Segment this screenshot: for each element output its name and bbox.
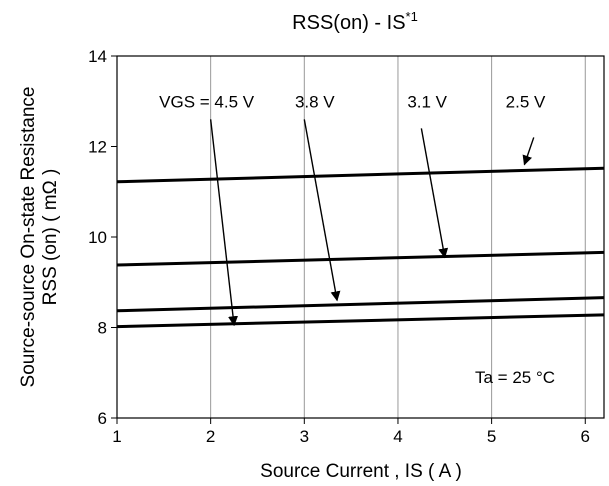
x-tick-label: 4 xyxy=(393,427,402,446)
annotation-arrow xyxy=(303,119,341,302)
chart-title-text: RSS(on) - IS xyxy=(292,12,405,34)
series-annotation-label: VGS = 4.5 V xyxy=(159,92,255,111)
y-tick-label: 14 xyxy=(88,47,107,66)
y-tick-label: 10 xyxy=(88,228,107,247)
y-tick-label: 6 xyxy=(98,409,107,428)
series-line xyxy=(116,250,605,267)
series-lines xyxy=(116,166,605,329)
annotations: VGS = 4.5 V 3.8 V 3.1 V 2.5 V xyxy=(159,92,546,327)
series-annotation-label: 2.5 V xyxy=(506,92,546,111)
x-tick-label: 3 xyxy=(300,427,309,446)
x-tick-label: 5 xyxy=(487,427,496,446)
chart-title-superscript: *1 xyxy=(406,9,418,24)
y-axis-label-line2: RSS (on) ( mΩ ) xyxy=(40,169,61,306)
y-tick-label: 8 xyxy=(98,319,107,338)
annotation-arrow xyxy=(209,119,239,327)
x-tick-label: 6 xyxy=(581,427,590,446)
y-tick-label: 12 xyxy=(88,138,107,157)
series-annotation-label: 3.8 V xyxy=(295,92,335,111)
chart-title: RSS(on) - IS*1 xyxy=(292,9,418,34)
y-axis-label-line1: Source-source On-state Resistance xyxy=(18,87,39,388)
annotation-arrow xyxy=(420,128,449,259)
gridlines xyxy=(210,56,586,418)
series-line xyxy=(116,296,605,313)
condition-label: Ta = 25 °C xyxy=(475,368,555,387)
x-axis-label: Source Current , IS ( A ) xyxy=(260,461,462,482)
annotation-arrow xyxy=(522,137,535,166)
x-tick-label: 2 xyxy=(206,427,215,446)
x-tick-label: 1 xyxy=(112,427,121,446)
series-line xyxy=(116,166,605,184)
series-annotation-label: 3.1 V xyxy=(407,92,447,111)
y-axis-label: Source-source On-state Resistance RSS (o… xyxy=(18,87,61,388)
series-line xyxy=(116,313,605,329)
